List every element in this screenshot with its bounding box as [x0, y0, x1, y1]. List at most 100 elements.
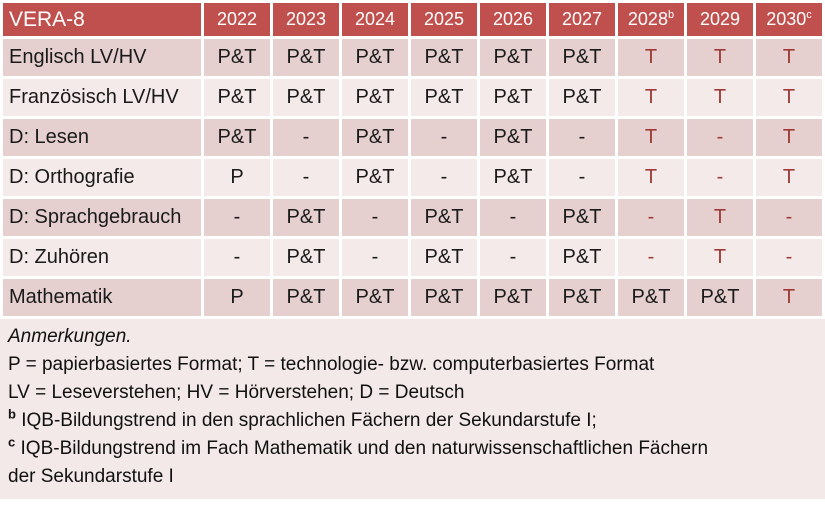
- cell-mathematik-2025: P&T: [411, 279, 477, 316]
- cell-franz-sisch-lv-hv-2022: P&T: [204, 79, 270, 116]
- footnote-marker-b: b: [8, 406, 16, 422]
- cell-englisch-lv-hv-2024: P&T: [342, 39, 408, 76]
- cell-englisch-lv-hv-2030: T: [756, 39, 822, 76]
- footnote-marker-c: c: [806, 9, 812, 21]
- row-label-d-sprachgebrauch: D: Sprachgebrauch: [3, 199, 201, 236]
- col-header-2030: 2030c: [756, 3, 822, 36]
- note-footnote-b: b IQB-Bildungstrend in den sprachlichen …: [8, 406, 597, 431]
- col-header-2022: 2022: [204, 3, 270, 36]
- cell-englisch-lv-hv-2023: P&T: [273, 39, 339, 76]
- cell-englisch-lv-hv-2022: P&T: [204, 39, 270, 76]
- cell-d-zuh-ren-2025: P&T: [411, 239, 477, 276]
- note-line: P = papierbasiertes Format; T = technolo…: [8, 354, 655, 375]
- cell-franz-sisch-lv-hv-2027: P&T: [549, 79, 615, 116]
- row-label-d-lesen: D: Lesen: [3, 119, 201, 156]
- table-row-franz-sisch-lv-hv: Französisch LV/HV P&T P&T P&T P&T P&T P&T T T T: [3, 79, 822, 116]
- cell-d-orthografie-2029: -: [687, 159, 753, 196]
- col-header-2026: 2026: [480, 3, 546, 36]
- cell-d-zuh-ren-2030: -: [756, 239, 822, 276]
- cell-englisch-lv-hv-2026: P&T: [480, 39, 546, 76]
- cell-d-orthografie-2022: P: [204, 159, 270, 196]
- cell-franz-sisch-lv-hv-2030: T: [756, 79, 822, 116]
- row-label-d-zuh-ren: D: Zuhören: [3, 239, 201, 276]
- col-header-2024: 2024: [342, 3, 408, 36]
- cell-mathematik-2022: P: [204, 279, 270, 316]
- notes-lines: P = papierbasiertes Format; T = technolo…: [8, 351, 817, 491]
- cell-d-zuh-ren-2023: P&T: [273, 239, 339, 276]
- cell-d-orthografie-2027: -: [549, 159, 615, 196]
- cell-d-sprachgebrauch-2028: -: [618, 199, 684, 236]
- cell-d-zuh-ren-2029: T: [687, 239, 753, 276]
- cell-englisch-lv-hv-2025: P&T: [411, 39, 477, 76]
- table-title-cell: VERA-8: [3, 3, 201, 36]
- cell-d-lesen-2024: P&T: [342, 119, 408, 156]
- cell-d-sprachgebrauch-2025: P&T: [411, 199, 477, 236]
- notes-panel: Anmerkungen. P = papierbasiertes Format;…: [0, 319, 825, 499]
- cell-mathematik-2028: P&T: [618, 279, 684, 316]
- cell-d-lesen-2029: -: [687, 119, 753, 156]
- table-row-d-lesen: D: Lesen P&T - P&T - P&T - T - T: [3, 119, 822, 156]
- vera8-format-table: VERA-8 2022 2023 2024 2025 2026 2027 2028b 2029…: [3, 3, 822, 316]
- table-row-d-orthografie: D: Orthografie P - P&T - P&T - T - T: [3, 159, 822, 196]
- col-header-2025: 2025: [411, 3, 477, 36]
- cell-franz-sisch-lv-hv-2025: P&T: [411, 79, 477, 116]
- cell-d-sprachgebrauch-2029: T: [687, 199, 753, 236]
- footnote-marker-c: c: [8, 434, 16, 450]
- footnote-marker-b: b: [667, 9, 675, 21]
- table-header-row: VERA-8 2022 2023 2024 2025 2026 2027 2028b 2029…: [3, 3, 822, 36]
- row-label-d-orthografie: D: Orthografie: [3, 159, 201, 196]
- cell-mathematik-2026: P&T: [480, 279, 546, 316]
- cell-d-sprachgebrauch-2022: -: [204, 199, 270, 236]
- cell-mathematik-2029: P&T: [687, 279, 753, 316]
- table-row-englisch-lv-hv: Englisch LV/HV P&T P&T P&T P&T P&T P&T T T T: [3, 39, 822, 76]
- cell-d-orthografie-2030: T: [756, 159, 822, 196]
- col-header-2028: 2028b: [618, 3, 684, 36]
- cell-d-lesen-2028: T: [618, 119, 684, 156]
- cell-d-zuh-ren-2022: -: [204, 239, 270, 276]
- cell-englisch-lv-hv-2028: T: [618, 39, 684, 76]
- row-label-franz-sisch-lv-hv: Französisch LV/HV: [3, 79, 201, 116]
- cell-d-zuh-ren-2026: -: [480, 239, 546, 276]
- cell-d-lesen-2025: -: [411, 119, 477, 156]
- cell-d-orthografie-2023: -: [273, 159, 339, 196]
- cell-mathematik-2023: P&T: [273, 279, 339, 316]
- table-row-d-zuh-ren: D: Zuhören - P&T - P&T - P&T - T -: [3, 239, 822, 276]
- cell-d-sprachgebrauch-2027: P&T: [549, 199, 615, 236]
- cell-d-zuh-ren-2028: -: [618, 239, 684, 276]
- cell-mathematik-2027: P&T: [549, 279, 615, 316]
- cell-d-lesen-2030: T: [756, 119, 822, 156]
- cell-franz-sisch-lv-hv-2029: T: [687, 79, 753, 116]
- note-line: LV = Leseverstehen; HV = Hörverstehen; D…: [8, 382, 465, 403]
- cell-d-lesen-2027: -: [549, 119, 615, 156]
- cell-d-zuh-ren-2027: P&T: [549, 239, 615, 276]
- cell-mathematik-2024: P&T: [342, 279, 408, 316]
- cell-d-sprachgebrauch-2023: P&T: [273, 199, 339, 236]
- cell-d-orthografie-2024: P&T: [342, 159, 408, 196]
- cell-d-lesen-2023: -: [273, 119, 339, 156]
- cell-franz-sisch-lv-hv-2026: P&T: [480, 79, 546, 116]
- row-label-englisch-lv-hv: Englisch LV/HV: [3, 39, 201, 76]
- col-header-2029: 2029: [687, 3, 753, 36]
- cell-franz-sisch-lv-hv-2023: P&T: [273, 79, 339, 116]
- cell-franz-sisch-lv-hv-2024: P&T: [342, 79, 408, 116]
- cell-d-orthografie-2025: -: [411, 159, 477, 196]
- note-footnote-c: c IQB-Bildungstrend im Fach Mathematik u…: [8, 434, 709, 487]
- cell-mathematik-2030: T: [756, 279, 822, 316]
- table-row-mathematik: Mathematik P P&T P&T P&T P&T P&T P&T P&T T: [3, 279, 822, 316]
- cell-englisch-lv-hv-2027: P&T: [549, 39, 615, 76]
- cell-d-sprachgebrauch-2024: -: [342, 199, 408, 236]
- cell-d-sprachgebrauch-2026: -: [480, 199, 546, 236]
- col-header-2027: 2027: [549, 3, 615, 36]
- notes-heading: Anmerkungen.: [8, 326, 132, 347]
- cell-englisch-lv-hv-2029: T: [687, 39, 753, 76]
- col-header-2023: 2023: [273, 3, 339, 36]
- cell-d-lesen-2022: P&T: [204, 119, 270, 156]
- cell-franz-sisch-lv-hv-2028: T: [618, 79, 684, 116]
- cell-d-lesen-2026: P&T: [480, 119, 546, 156]
- cell-d-sprachgebrauch-2030: -: [756, 199, 822, 236]
- table-row-d-sprachgebrauch: D: Sprachgebrauch - P&T - P&T - P&T - T -: [3, 199, 822, 236]
- cell-d-orthografie-2026: P&T: [480, 159, 546, 196]
- cell-d-orthografie-2028: T: [618, 159, 684, 196]
- cell-d-zuh-ren-2024: -: [342, 239, 408, 276]
